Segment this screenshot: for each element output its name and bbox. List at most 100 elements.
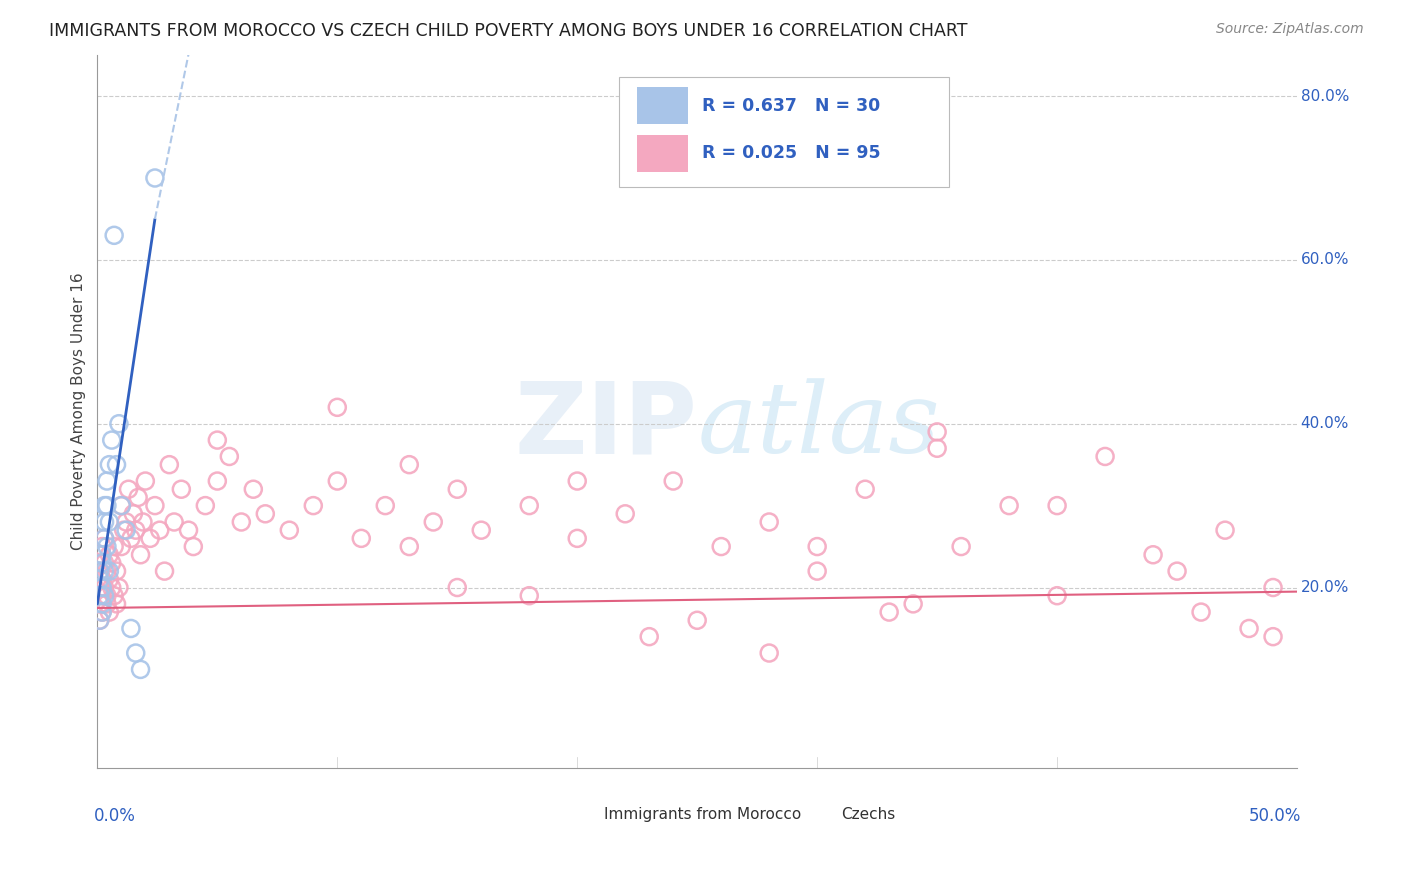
Point <box>120 532 142 546</box>
Text: IMMIGRANTS FROM MOROCCO VS CZECH CHILD POVERTY AMONG BOYS UNDER 16 CORRELATION C: IMMIGRANTS FROM MOROCCO VS CZECH CHILD P… <box>49 22 967 40</box>
Point <box>129 662 152 676</box>
Point <box>163 515 186 529</box>
Point <box>398 540 420 554</box>
Text: Source: ZipAtlas.com: Source: ZipAtlas.com <box>1216 22 1364 37</box>
Point <box>127 491 149 505</box>
Point <box>143 499 166 513</box>
Text: 80.0%: 80.0% <box>1301 88 1348 103</box>
Point <box>806 564 828 578</box>
Point <box>129 548 152 562</box>
Point <box>149 523 172 537</box>
Point <box>122 507 145 521</box>
Point <box>1046 499 1069 513</box>
Point <box>170 482 193 496</box>
Point <box>143 171 166 186</box>
Point <box>470 523 492 537</box>
Point <box>183 540 205 554</box>
Point <box>278 523 301 537</box>
Point <box>326 401 349 415</box>
Point <box>806 540 828 554</box>
Text: 50.0%: 50.0% <box>1249 807 1301 825</box>
Point <box>112 523 135 537</box>
Point <box>1046 589 1069 603</box>
Point <box>93 564 115 578</box>
Bar <box>637 135 688 172</box>
Point <box>218 450 240 464</box>
Y-axis label: Child Poverty Among Boys Under 16: Child Poverty Among Boys Under 16 <box>72 273 86 550</box>
Point <box>105 564 128 578</box>
Point <box>93 499 115 513</box>
Point <box>115 515 138 529</box>
Bar <box>560 804 598 825</box>
Point <box>1094 450 1116 464</box>
Point <box>96 597 118 611</box>
Point <box>91 605 114 619</box>
Point <box>91 589 114 603</box>
Point <box>877 605 900 619</box>
Point <box>91 581 114 595</box>
Point <box>302 499 325 513</box>
Point <box>242 482 264 496</box>
Point <box>89 564 111 578</box>
FancyBboxPatch shape <box>619 77 949 187</box>
Point <box>89 613 111 627</box>
Text: Czechs: Czechs <box>841 806 896 822</box>
Point <box>1261 581 1284 595</box>
Point <box>153 564 176 578</box>
Point <box>110 499 132 513</box>
Point <box>1261 630 1284 644</box>
Text: 20.0%: 20.0% <box>1301 580 1348 595</box>
Point <box>96 474 118 488</box>
Point <box>950 540 973 554</box>
Point <box>710 540 733 554</box>
Bar <box>637 87 688 124</box>
Point <box>231 515 253 529</box>
Point <box>89 597 111 611</box>
Point <box>350 532 373 546</box>
Text: 0.0%: 0.0% <box>94 807 135 825</box>
Point <box>132 515 155 529</box>
Point <box>110 540 132 554</box>
Point <box>254 507 277 521</box>
Point <box>927 425 949 439</box>
Point <box>105 597 128 611</box>
Point <box>901 597 924 611</box>
Point <box>93 532 115 546</box>
Point <box>91 605 114 619</box>
Point <box>567 532 589 546</box>
Point <box>100 556 122 570</box>
Point <box>120 622 142 636</box>
Point <box>110 499 132 513</box>
Text: R = 0.025   N = 95: R = 0.025 N = 95 <box>702 145 880 162</box>
Point <box>194 499 217 513</box>
Point <box>93 556 115 570</box>
Point <box>517 589 540 603</box>
Point <box>98 458 121 472</box>
Point <box>103 228 125 243</box>
Point <box>98 564 121 578</box>
Point <box>100 581 122 595</box>
Point <box>125 646 148 660</box>
Point <box>998 499 1021 513</box>
Point <box>374 499 396 513</box>
Point <box>89 613 111 627</box>
Point <box>1142 548 1164 562</box>
Text: 60.0%: 60.0% <box>1301 252 1350 268</box>
Point <box>686 613 709 627</box>
Point <box>98 572 121 586</box>
Point <box>103 540 125 554</box>
Point <box>1213 523 1236 537</box>
Point <box>422 515 444 529</box>
Point <box>98 605 121 619</box>
Point <box>96 564 118 578</box>
Point <box>134 474 156 488</box>
Point <box>157 458 180 472</box>
Point <box>93 532 115 546</box>
Point <box>89 548 111 562</box>
Point <box>93 589 115 603</box>
Point <box>91 548 114 562</box>
Point <box>93 581 115 595</box>
Point <box>89 572 111 586</box>
Point <box>758 646 780 660</box>
Text: R = 0.637   N = 30: R = 0.637 N = 30 <box>702 96 880 115</box>
